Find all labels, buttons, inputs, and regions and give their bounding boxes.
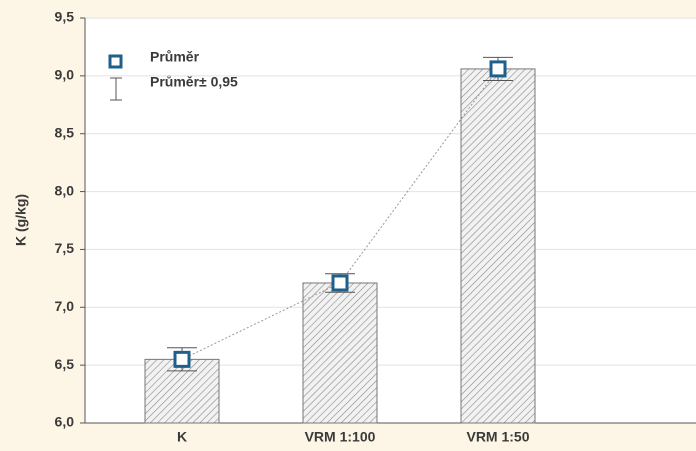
mean-marker [173,350,191,368]
x-tick-label: K [177,429,187,445]
y-tick-label: 9,5 [55,9,75,25]
bar [460,68,536,424]
mean-marker [331,274,349,292]
y-tick-label: 6,0 [55,414,75,430]
y-tick-label: 8,5 [55,124,75,140]
bar [302,282,378,424]
mean-line [181,68,499,360]
y-tick-label: 6,5 [55,356,75,372]
x-tick-label: VRM 1:100 [305,429,376,445]
legend-marker [108,54,123,69]
legend-errorbar [110,77,122,101]
x-tick-label: VRM 1:50 [466,429,529,445]
y-axis-label: K (g/kg) [13,194,29,246]
y-tick-label: 7,0 [55,298,75,314]
legend-label: Průměr [150,49,200,65]
y-tick-label: 9,0 [55,67,75,83]
y-tick-label: 7,5 [55,240,75,256]
y-tick-label: 8,0 [55,182,75,198]
mean-marker [489,60,507,78]
legend-label: Průměr± 0,95 [150,74,238,90]
